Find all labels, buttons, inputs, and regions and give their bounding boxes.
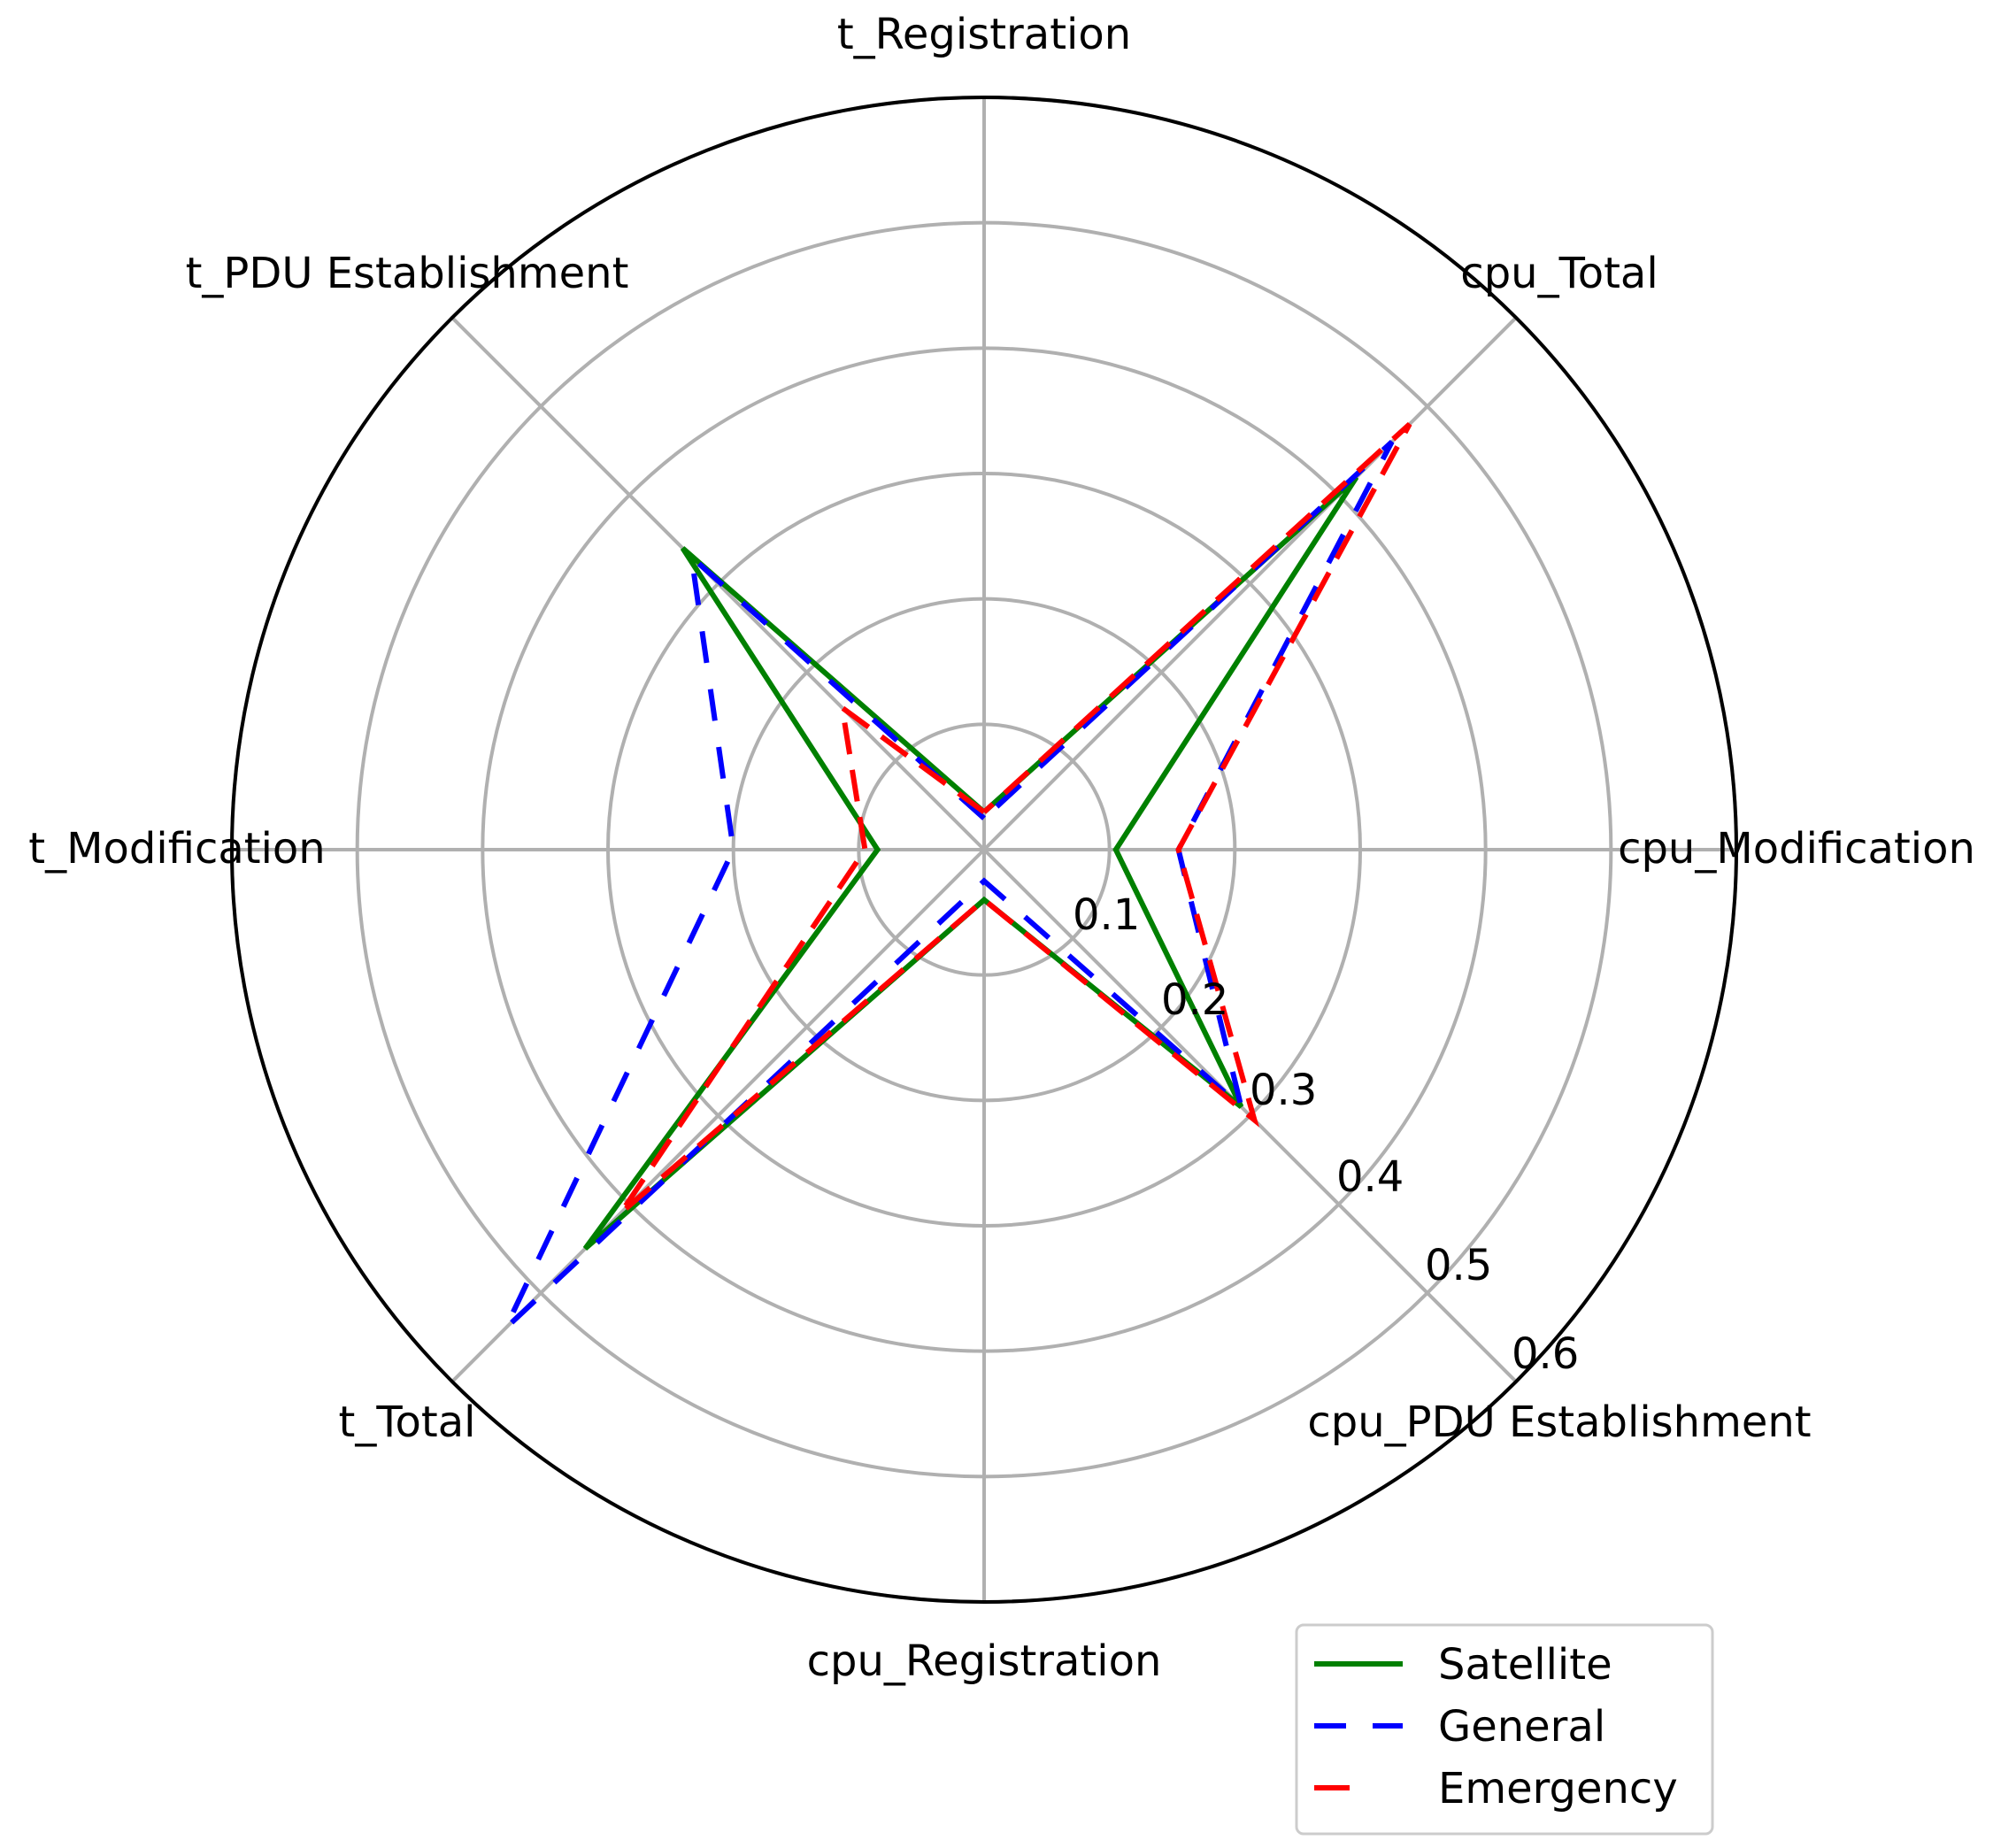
radial-tick-label-2: 0.2 bbox=[1161, 975, 1228, 1025]
series-layer bbox=[503, 421, 1412, 1331]
axis-label-1: t_Registration bbox=[837, 10, 1131, 59]
outer-frame bbox=[230, 96, 1738, 1604]
label-layer: t_Registration t_PDU Establishment t_Modif… bbox=[28, 10, 1975, 1686]
axis-label-5: cpu_Registration bbox=[807, 1636, 1162, 1686]
axis-label-3: t_Modification bbox=[28, 824, 325, 874]
axis-label-4: t_Total bbox=[339, 1398, 476, 1447]
spoke-8 bbox=[982, 316, 1518, 851]
radial-tick-label-5: 0.5 bbox=[1425, 1241, 1492, 1290]
series-line-general bbox=[503, 439, 1395, 1331]
legend-label-emergency: Emergency bbox=[1438, 1764, 1678, 1813]
axis-label-6: cpu_PDU Establishment bbox=[1307, 1398, 1811, 1447]
legend-label-satellite: Satellite bbox=[1438, 1640, 1612, 1690]
axis-label-8: cpu_Total bbox=[1460, 249, 1658, 298]
axis-label-2: t_PDU Establishment bbox=[186, 249, 629, 298]
radial-tick-label-6: 0.6 bbox=[1512, 1329, 1579, 1379]
radial-tick-label-3: 0.3 bbox=[1250, 1066, 1317, 1115]
legend-label-general: General bbox=[1438, 1702, 1605, 1752]
radial-tick-label-4: 0.4 bbox=[1336, 1152, 1404, 1202]
frame-layer bbox=[230, 96, 1738, 1604]
radial-tick-label-1: 0.1 bbox=[1073, 890, 1140, 940]
spoke-4 bbox=[450, 848, 986, 1383]
legend-box bbox=[1295, 1623, 1714, 1836]
grid-layer bbox=[230, 96, 1738, 1604]
legend: Satellite General Emergency bbox=[1295, 1623, 1714, 1836]
axis-label-7: cpu_Modification bbox=[1618, 824, 1975, 874]
series-line-satellite bbox=[582, 475, 1359, 1251]
